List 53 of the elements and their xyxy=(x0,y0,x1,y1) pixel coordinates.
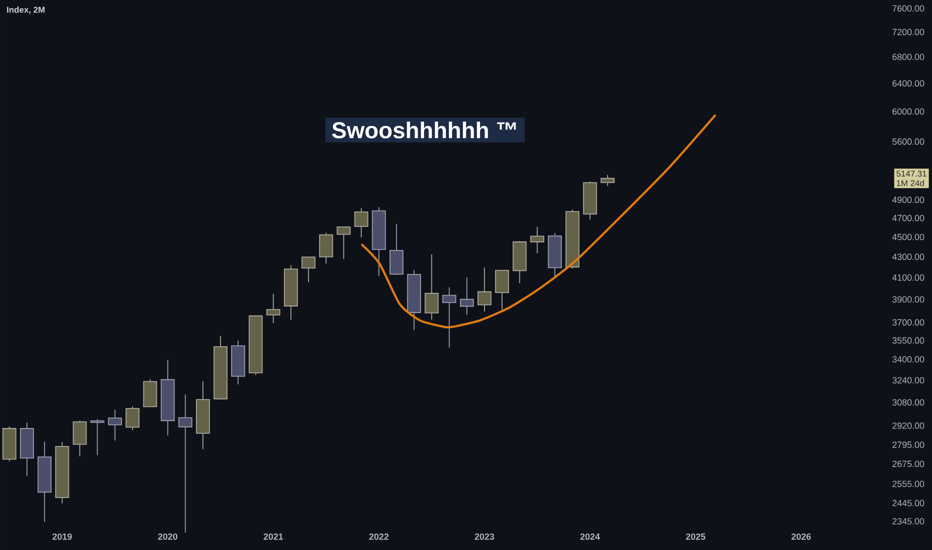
y-tick-label: 4900.00 xyxy=(892,196,924,204)
x-tick-label: 2023 xyxy=(474,533,494,540)
candlestick xyxy=(266,293,280,324)
candlestick xyxy=(72,420,87,457)
y-tick-label: 3900.00 xyxy=(892,296,924,303)
annotation: 5147.31 xyxy=(896,170,926,177)
y-tick-label: 3400.00 xyxy=(892,356,924,362)
candlestick xyxy=(477,267,492,312)
candlestick xyxy=(178,394,192,534)
y-tick-label: 4700.00 xyxy=(892,214,924,222)
x-tick-label: 2021 xyxy=(264,533,284,540)
y-tick-label: 3550.00 xyxy=(892,337,924,344)
candlestick xyxy=(108,409,122,441)
candlestick xyxy=(302,256,316,283)
y-tick-label: 3700.00 xyxy=(892,319,924,326)
annotation: 1M 24d xyxy=(896,180,924,186)
annotation: Swooshhhhhh ™ xyxy=(332,122,516,138)
y-tick-label: 2445.00 xyxy=(892,500,924,506)
candlestick xyxy=(460,277,474,316)
candlestick xyxy=(600,174,615,187)
candlestick xyxy=(495,270,510,310)
y-tick-label: 2345.00 xyxy=(892,518,924,524)
candlestick xyxy=(390,223,404,276)
x-tick-label: 2020 xyxy=(158,533,178,540)
candlestick xyxy=(126,406,140,430)
candlestick xyxy=(530,226,544,254)
y-tick-label: 3080.00 xyxy=(892,399,924,406)
y-tick-label: 7600.00 xyxy=(892,5,924,12)
x-tick-label: 2025 xyxy=(686,533,706,540)
x-tick-label: 2022 xyxy=(369,533,388,540)
x-tick-label: 2019 xyxy=(52,533,72,540)
y-tick-label: 4300.00 xyxy=(892,254,924,260)
y-tick-label: 2555.00 xyxy=(892,480,924,488)
candlestick xyxy=(442,286,456,348)
y-tick-label: 2795.00 xyxy=(892,442,924,448)
y-tick-label: 5600.00 xyxy=(892,138,924,145)
y-tick-label: 2675.00 xyxy=(892,460,924,468)
y-tick-label: 6400.00 xyxy=(892,80,924,87)
candlestick xyxy=(90,418,104,456)
y-tick-label: 6000.00 xyxy=(892,108,924,115)
x-tick-label: 2024 xyxy=(580,533,600,540)
y-tick-label: 4500.00 xyxy=(892,234,924,240)
y-tick-label: 4100.00 xyxy=(892,274,924,281)
y-tick-label: 7200.00 xyxy=(892,28,924,36)
y-tick-label: 2920.00 xyxy=(892,422,924,429)
candlestick xyxy=(354,208,368,238)
y-tick-label: 6800.00 xyxy=(892,54,924,60)
text: Index, 2M xyxy=(7,6,45,14)
candlestick xyxy=(336,226,351,260)
x-tick-label: 2026 xyxy=(792,533,811,540)
candlestick xyxy=(319,232,334,264)
candlestick xyxy=(424,254,439,320)
y-tick-label: 3240.00 xyxy=(892,377,924,384)
